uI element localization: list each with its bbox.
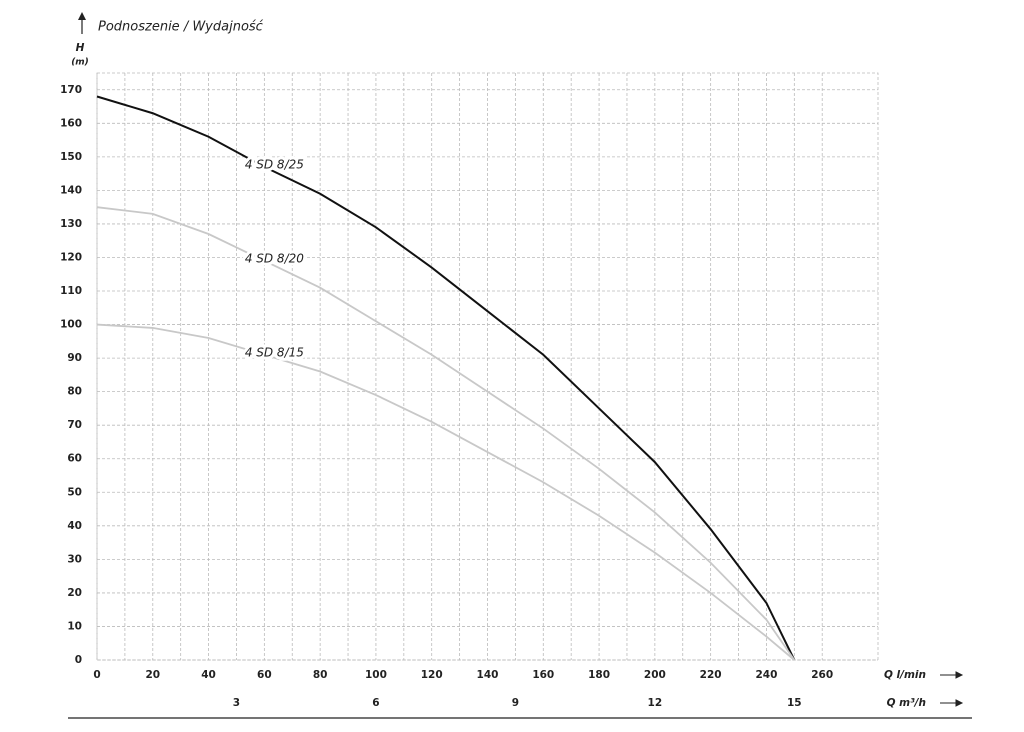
- x2-tick-label: 12: [648, 697, 663, 709]
- y-tick-label: 100: [60, 319, 82, 331]
- y-tick-label: 160: [60, 117, 82, 129]
- x-tick-label: 120: [421, 669, 443, 681]
- y-tick-label: 140: [60, 184, 82, 196]
- x-tick-label: 40: [201, 669, 216, 681]
- y-arrow-head: [78, 12, 86, 20]
- y-label: H: [76, 42, 85, 54]
- x-tick-label: 260: [811, 669, 833, 681]
- x-tick-label: 180: [588, 669, 610, 681]
- x-tick-label: 140: [477, 669, 499, 681]
- x-arrow: [940, 671, 964, 679]
- y-tick-label: 150: [60, 151, 82, 163]
- y-tick-label: 20: [67, 587, 82, 599]
- y-tick-label: 0: [75, 654, 82, 666]
- y-tick-label: 70: [67, 419, 82, 431]
- x-tick-label: 100: [365, 669, 387, 681]
- x2-label: Q m³/h: [887, 697, 926, 709]
- curve-label: 4 SD 8/15: [245, 345, 304, 359]
- x-tick-label: 0: [93, 669, 100, 681]
- curve: [96, 206, 796, 661]
- x-tick-label: 80: [313, 669, 328, 681]
- y-unit: (m): [71, 58, 89, 68]
- x-label: Q l/min: [884, 669, 926, 681]
- curve: [96, 323, 795, 661]
- y-tick-label: 10: [67, 620, 82, 632]
- chart-title: Podnoszenie / Wydajność: [98, 20, 264, 35]
- curve: [96, 95, 796, 661]
- x-tick-label: 240: [755, 669, 777, 681]
- y-tick-label: 80: [67, 386, 82, 398]
- x2-tick-label: 6: [372, 697, 379, 709]
- y-tick-label: 50: [67, 486, 82, 498]
- plot-frame: [96, 72, 879, 661]
- x2-tick-label: 15: [787, 697, 802, 709]
- x-tick-label: 20: [145, 669, 160, 681]
- curve-label: 4 SD 8/25: [245, 157, 304, 171]
- x-tick-label: 160: [532, 669, 554, 681]
- y-tick-label: 30: [67, 553, 82, 565]
- y-tick-label: 60: [67, 453, 82, 465]
- x2-tick-label: 3: [233, 697, 240, 709]
- y-tick-label: 90: [67, 352, 82, 364]
- x-tick-label: 200: [644, 669, 666, 681]
- y-tick-label: 40: [67, 520, 82, 532]
- y-tick-label: 170: [60, 84, 82, 96]
- y-tick-label: 110: [60, 285, 82, 297]
- x-tick-label: 220: [700, 669, 722, 681]
- x-tick-label: 60: [257, 669, 272, 681]
- x2-tick-label: 9: [512, 697, 519, 709]
- curve-label: 4 SD 8/20: [245, 251, 304, 265]
- y-tick-label: 120: [60, 251, 82, 263]
- x2-arrow: [940, 699, 964, 707]
- y-tick-label: 130: [60, 218, 82, 230]
